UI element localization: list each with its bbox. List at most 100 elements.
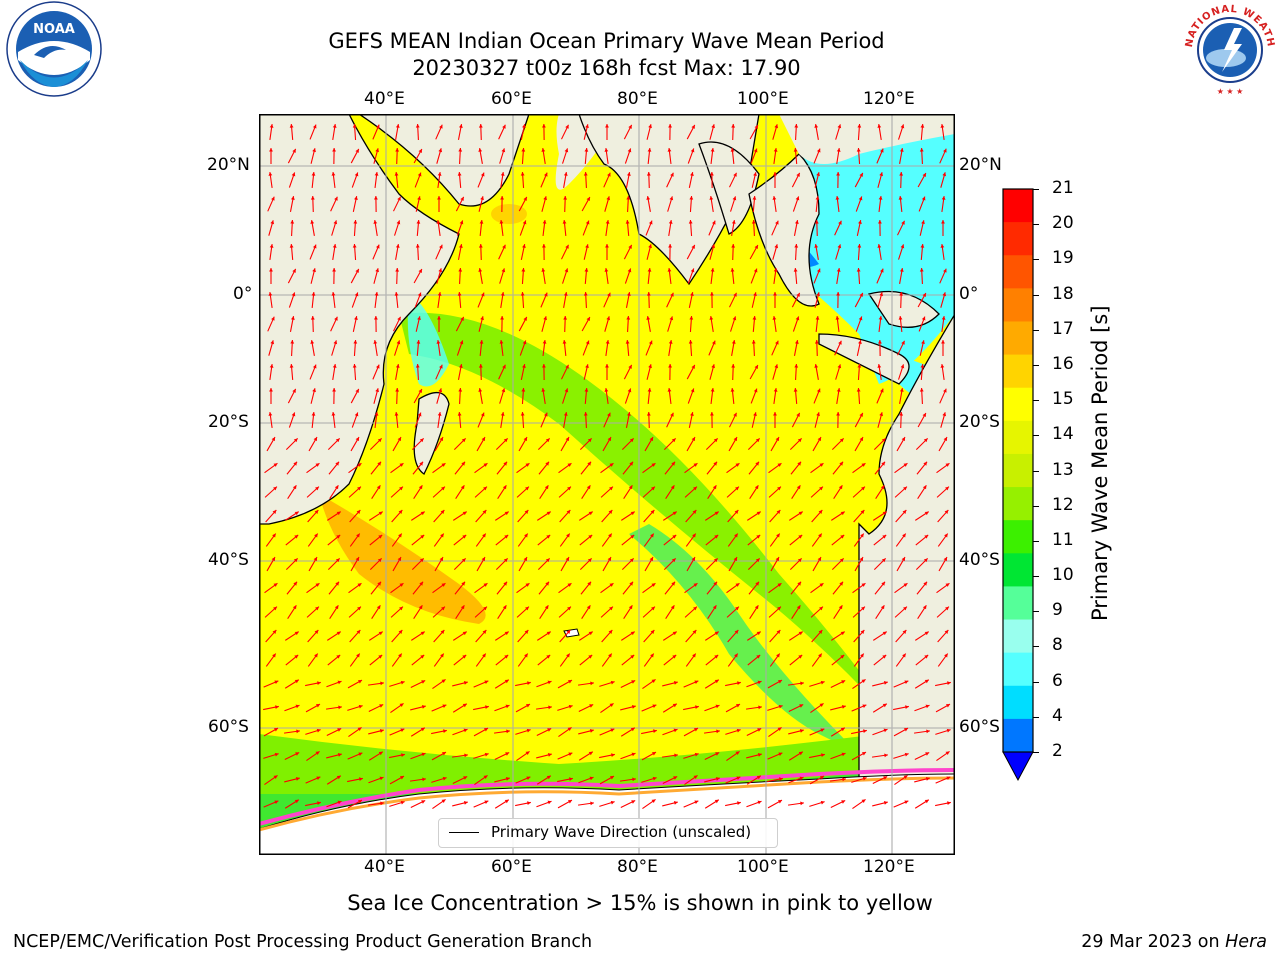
top-lon-label: 100°E: [737, 89, 789, 109]
colorbar-cell: [1003, 487, 1033, 521]
wave-arrow-head: [422, 777, 426, 782]
wave-arrow-head: [482, 630, 487, 634]
wave-arrow-head: [332, 124, 337, 128]
wave-arrow-head: [587, 558, 592, 563]
wave-arrow-head: [669, 316, 674, 321]
wave-arrow-head: [543, 172, 548, 177]
wave-arrow-head: [837, 124, 842, 129]
wave-arrow-head: [586, 317, 590, 322]
wave-arrow-head: [501, 148, 506, 153]
wave-arrow-head: [776, 653, 780, 658]
wave-arrow-head: [798, 631, 803, 636]
wave-arrow-head: [609, 606, 613, 611]
wave-arrow-head: [394, 292, 399, 296]
wave-arrow-head: [920, 364, 925, 368]
wave-arrow-head: [668, 220, 673, 224]
wave-arrow-head: [442, 704, 447, 709]
wave-arrow-head: [735, 704, 740, 708]
wave-arrow-head: [943, 268, 947, 273]
wave-arrow-head: [315, 486, 319, 491]
wave-arrow-head: [337, 753, 342, 757]
wave-arrow-head: [670, 485, 675, 490]
wave-arrow-head: [610, 728, 615, 733]
wave-arrow-head: [647, 388, 652, 392]
wave-arrow-head: [715, 752, 720, 756]
wave-arrow-head: [290, 220, 295, 224]
wave-arrow-head: [799, 704, 804, 708]
wave-arrow-head: [670, 605, 675, 610]
wave-arrow-head: [458, 388, 463, 392]
wave-arrow-head: [520, 412, 525, 416]
wave-arrow-head: [499, 220, 504, 224]
wave-arrow-head: [773, 412, 777, 416]
wave-arrow-head: [398, 653, 402, 658]
wave-arrow-head: [380, 681, 384, 686]
wave-arrow-head: [943, 388, 947, 393]
wave-arrow-head: [943, 437, 947, 442]
wave-arrow-head: [626, 172, 631, 176]
wave-arrow-head: [462, 631, 467, 636]
wave-arrow-head: [357, 463, 362, 467]
wave-arrow-head: [651, 486, 655, 491]
wave-arrow-head: [545, 581, 550, 586]
wave-arrow-head: [542, 220, 547, 224]
wave-arrow-head: [919, 148, 924, 152]
wave-arrow-head: [609, 583, 614, 587]
wave-arrow-head: [861, 583, 866, 587]
wave-arrow-head: [312, 244, 317, 249]
wave-arrow-head: [689, 316, 694, 320]
wave-arrow-head: [418, 389, 422, 394]
wave-arrow-head: [352, 364, 357, 368]
wave-arrow-head: [604, 148, 609, 152]
wave-arrow-head: [461, 461, 466, 466]
wave-arrow-head: [419, 581, 424, 586]
wave-arrow-head: [625, 340, 630, 344]
wave-arrow-head: [376, 485, 381, 490]
wave-arrow-head: [691, 244, 695, 249]
wave-arrow-head: [944, 533, 948, 538]
colorbar-tick-mark: [1033, 611, 1039, 613]
wave-arrow-head: [375, 124, 380, 129]
wave-arrow-head: [590, 801, 594, 806]
colorbar-cell: [1003, 718, 1033, 753]
wave-arrow-head: [333, 220, 338, 225]
wave-arrow-head: [694, 752, 699, 757]
wave-arrow-head: [562, 220, 567, 224]
wave-arrow-head: [378, 751, 383, 756]
wave-arrow-head: [415, 124, 420, 128]
wave-arrow-head: [902, 533, 906, 538]
wave-arrow-head: [670, 412, 674, 417]
wave-arrow-head: [462, 534, 467, 539]
wave-arrow-head: [395, 124, 400, 128]
wave-arrow-head: [924, 679, 929, 684]
wave-arrow-head: [525, 606, 529, 611]
wave-arrow-head: [415, 364, 420, 368]
wave-arrow-head: [294, 511, 299, 516]
wave-arrow-head: [819, 583, 824, 587]
wave-arrow-head: [693, 775, 698, 779]
colorbar: [1002, 188, 1034, 782]
wave-arrow-head: [879, 148, 884, 153]
wave-arrow-head: [545, 558, 550, 563]
wave-arrow-head: [546, 775, 551, 780]
wave-arrow-head: [710, 388, 715, 392]
wave-arrow-head: [736, 728, 741, 733]
wave-arrow-head: [566, 630, 571, 634]
wave-arrow-head: [646, 292, 651, 296]
wave-arrow-head: [713, 461, 718, 466]
wave-arrow-head: [273, 775, 278, 779]
wave-arrow-head: [670, 292, 674, 297]
wave-arrow-head: [420, 534, 425, 539]
wave-arrow-head: [692, 653, 696, 658]
wave-arrow-head: [482, 510, 487, 514]
wave-arrow-head: [394, 412, 399, 416]
wave-arrow-head: [269, 364, 274, 368]
wave-arrow-head: [735, 583, 740, 587]
wave-arrow-head: [818, 510, 823, 514]
wave-arrow-head: [793, 268, 798, 272]
wave-arrow-head: [945, 463, 950, 467]
wave-arrow-head: [605, 364, 609, 368]
colorbar-tick-label: 16: [1052, 353, 1074, 374]
wave-arrow-head: [270, 340, 275, 345]
map-legend: Primary Wave Direction (unscaled): [438, 818, 778, 848]
